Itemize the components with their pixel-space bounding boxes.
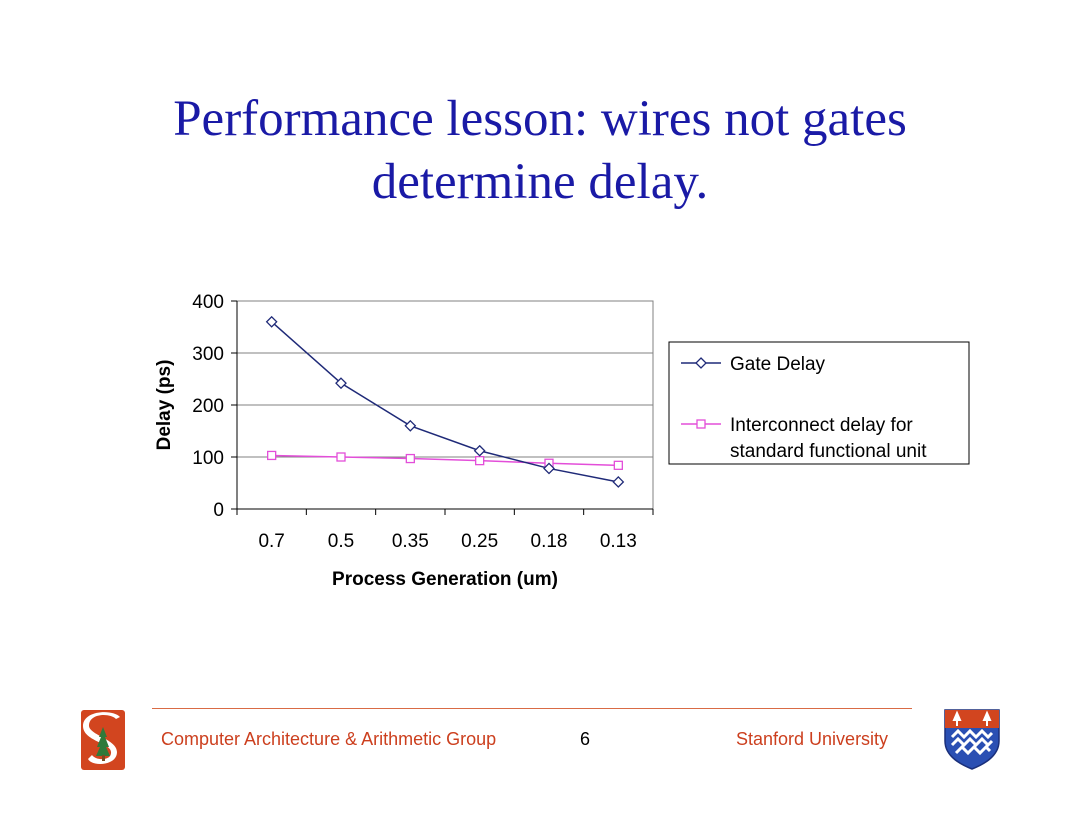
footer-divider [152, 708, 912, 709]
footer-group-name: Computer Architecture & Arithmetic Group [161, 729, 497, 749]
series-line-interconnect-delay [271, 454, 619, 467]
data-point-gate [543, 462, 555, 475]
legend-label: Interconnect delay for [730, 415, 913, 436]
data-point-interconnect [267, 450, 277, 461]
x-tick-label: 0.13 [600, 531, 637, 552]
data-point-gate [265, 315, 278, 328]
legend-swatch-marker [695, 357, 707, 369]
y-tick-label: 300 [192, 344, 224, 365]
data-point-interconnect [336, 452, 346, 462]
y-tick-label: 400 [192, 292, 224, 313]
page-number: 6 [580, 729, 591, 749]
grid-lines [236, 300, 654, 510]
x-tick-label: 0.7 [258, 531, 284, 552]
y-tick-label: 0 [213, 500, 224, 521]
data-point-gate [404, 419, 417, 432]
data-point-gate [335, 377, 347, 390]
x-tick-label: 0.18 [531, 531, 568, 552]
footer-university: Stanford University [736, 729, 889, 749]
x-tick-label: 0.25 [461, 531, 498, 552]
x-tick-label: 0.5 [328, 531, 354, 552]
y-axis-title: Delay (ps) [154, 360, 175, 451]
stanford-s-logo-icon [81, 710, 125, 770]
slide-title: Performance lesson: wires not gates dete… [0, 88, 1080, 214]
data-point-interconnect [405, 453, 415, 464]
data-point-gate [612, 476, 625, 488]
legend-label: standard functional unit [730, 441, 927, 462]
data-point-gate [473, 444, 486, 457]
legend-swatch-marker [696, 419, 706, 429]
y-tick-label: 200 [192, 396, 224, 417]
chart-series [265, 315, 625, 488]
chart-axes [231, 300, 654, 515]
slide-title-line-1: Performance lesson: wires not gates [173, 91, 907, 147]
x-tick-label: 0.35 [392, 531, 429, 552]
data-point-interconnect [613, 460, 623, 470]
y-tick-label: 100 [192, 448, 224, 469]
chart-legend: Gate Delay Interconnect delay for standard… [668, 341, 970, 465]
series-line-gate-delay [271, 321, 619, 483]
shield-crest-icon [944, 709, 1000, 770]
slide-title-line-2: determine delay. [371, 154, 709, 210]
x-axis-title: Process Generation (um) [332, 569, 558, 590]
tick-labels: 0 100 200 300 400 0.7 0.5 0.35 0.25 0.18 0.13 [192, 292, 637, 552]
legend-label: Gate Delay [730, 354, 826, 375]
data-point-interconnect [475, 455, 485, 466]
